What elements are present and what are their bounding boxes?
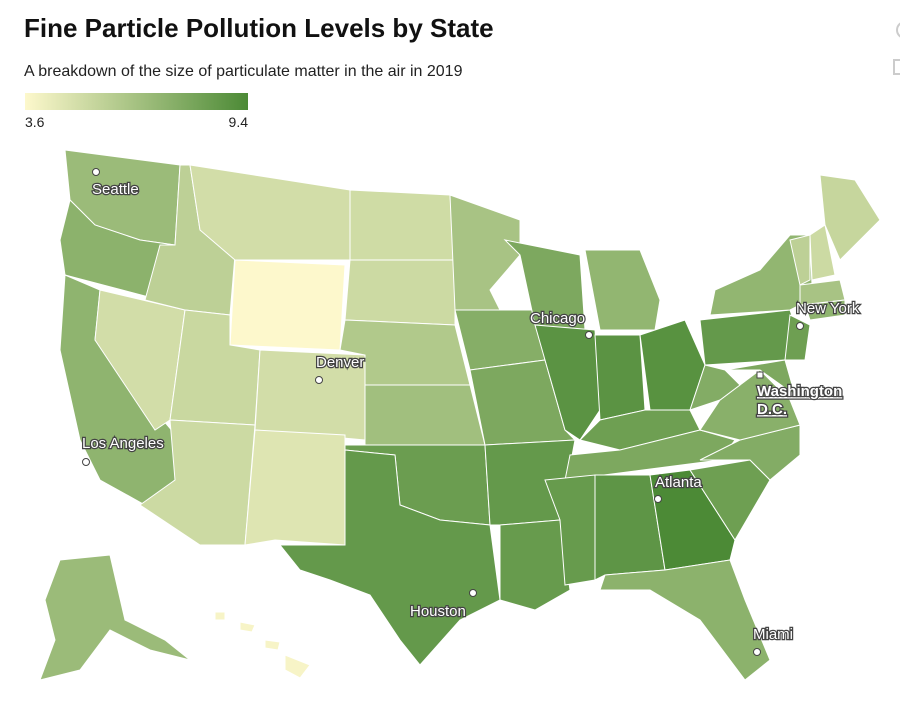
state — [584, 249, 661, 331]
city-label: Los Angeles — [82, 435, 164, 452]
state — [344, 259, 456, 326]
state — [784, 314, 811, 361]
states — [39, 149, 881, 681]
state — [349, 189, 456, 261]
city-label: Chicago — [530, 310, 585, 327]
state — [809, 224, 836, 281]
state — [278, 449, 501, 666]
city-marker — [82, 458, 90, 466]
state — [229, 259, 346, 351]
city-marker — [315, 376, 323, 384]
city-marker — [585, 331, 593, 339]
city-marker — [756, 371, 764, 379]
state — [214, 611, 311, 679]
state — [449, 194, 521, 311]
legend-max: 9.4 — [229, 114, 249, 130]
state — [649, 469, 736, 571]
toolbar-icon[interactable] — [893, 59, 900, 75]
state — [244, 429, 346, 546]
state — [819, 174, 881, 261]
toolbar-icon[interactable] — [896, 22, 900, 38]
cities: Seattle Denver Los Angeles Chicago New York W… — [81, 168, 861, 656]
legend-bar — [25, 93, 248, 110]
city-label: Houston — [410, 603, 466, 620]
city-label: Washington — [757, 383, 842, 400]
city-marker — [654, 495, 662, 503]
state — [594, 334, 646, 421]
city-marker — [753, 648, 761, 656]
city-label: Seattle — [92, 181, 139, 198]
state — [189, 164, 351, 261]
state — [789, 234, 811, 286]
state — [599, 559, 771, 681]
state — [39, 554, 191, 681]
city-label: New York — [796, 300, 860, 317]
state — [364, 384, 486, 446]
subtitle: A breakdown of the size of particulate m… — [24, 63, 463, 80]
state — [544, 474, 596, 586]
state — [804, 299, 846, 321]
city-label: Denver — [316, 354, 364, 371]
state — [724, 359, 796, 397]
city-marker — [469, 589, 477, 597]
city-label: Miami — [753, 626, 793, 643]
city-label: D.C. — [757, 401, 787, 418]
state — [689, 364, 741, 411]
legend-min: 3.6 — [25, 114, 45, 130]
city-label: Atlanta — [655, 474, 702, 491]
state — [469, 359, 577, 446]
title: Fine Particle Pollution Levels by State — [24, 13, 494, 43]
state — [139, 419, 256, 546]
state — [499, 519, 571, 611]
city-marker — [92, 168, 100, 176]
city-marker — [796, 322, 804, 330]
